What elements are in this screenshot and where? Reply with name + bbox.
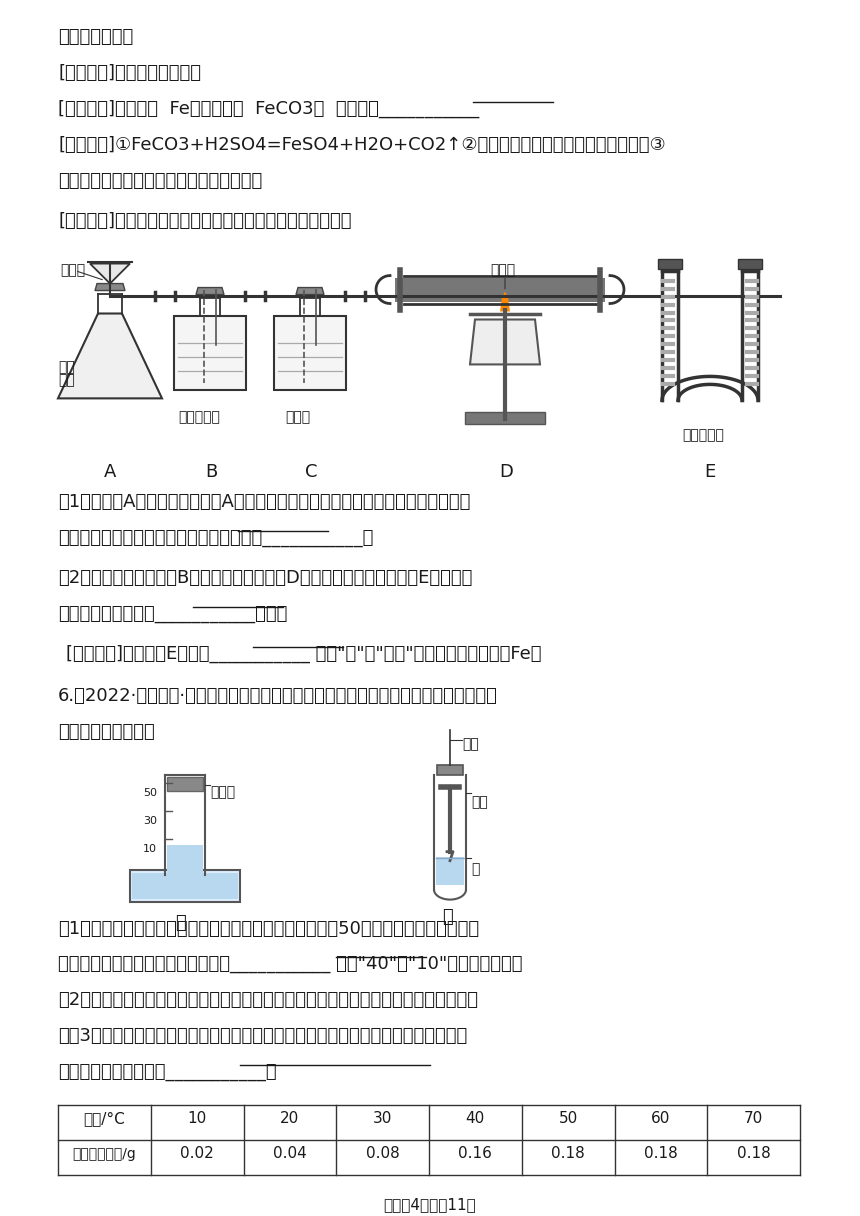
Text: 项目进行如下研究。: 项目进行如下研究。 xyxy=(58,722,155,741)
Bar xyxy=(395,277,605,302)
Text: 0.08: 0.08 xyxy=(366,1147,400,1161)
Text: 60: 60 xyxy=(651,1111,671,1126)
Text: 试卷第4页，共11页: 试卷第4页，共11页 xyxy=(384,1197,476,1212)
Text: 0.16: 0.16 xyxy=(458,1147,492,1161)
Bar xyxy=(738,259,762,269)
Text: B: B xyxy=(205,463,218,482)
Text: 30: 30 xyxy=(143,816,157,826)
Text: 干燥剂: 干燥剂 xyxy=(285,410,310,424)
Polygon shape xyxy=(274,315,346,390)
Text: （1）小余用图甲装置进行实验，起始时量筒内的水面处于50毫升刻度处，之后水面缓: （1）小余用图甲装置进行实验，起始时量筒内的水面处于50毫升刻度处，之后水面缓 xyxy=(58,919,479,938)
Text: 乙: 乙 xyxy=(442,907,452,925)
Text: E: E xyxy=(704,463,716,482)
Text: 0.18: 0.18 xyxy=(644,1147,678,1161)
Text: 铁丝绒: 铁丝绒 xyxy=(210,784,235,799)
Polygon shape xyxy=(470,320,540,365)
Text: A: A xyxy=(104,463,116,482)
Polygon shape xyxy=(296,287,324,294)
Text: 白色的无水硫酸铜固体遇到水蒸气变为蓝色: 白色的无水硫酸铜固体遇到水蒸气变为蓝色 xyxy=(58,171,262,190)
Text: 样品: 样品 xyxy=(58,373,75,388)
Text: 固体: 固体 xyxy=(58,360,75,375)
Text: [作出猜想]猜想一：  Fe；猜想二：  FeCO3；  猜想三：___________: [作出猜想]猜想一： Fe；猜想二： FeCO3； 猜想三：__________… xyxy=(58,100,479,118)
Bar xyxy=(437,765,463,775)
Text: 放置3天，再取出铁钉称量。改变条件重复上述实验，得到铁钉质量增加情况如下表：: 放置3天，再取出铁钉称量。改变条件重复上述实验，得到铁钉质量增加情况如下表： xyxy=(58,1028,467,1046)
Bar xyxy=(132,873,238,899)
Text: 蓝色，据此判定猜想___________正确。: 蓝色，据此判定猜想___________正确。 xyxy=(58,606,287,623)
Text: 慢上升，几天后，水面最终处于约上___________ （填"40"或"10"）毫升刻度处。: 慢上升，几天后，水面最终处于约上___________ （填"40"或"10"）… xyxy=(58,956,523,974)
Text: 细线: 细线 xyxy=(462,737,479,750)
Text: 70: 70 xyxy=(744,1111,764,1126)
Text: （1）向装置A中加入稀硫酸后，A中产生气泡且溶液变为浅绿色，小宁判断猜想一正: （1）向装置A中加入稀硫酸后，A中产生气泡且溶液变为浅绿色，小宁判断猜想一正 xyxy=(58,494,470,511)
Text: 稀硫酸: 稀硫酸 xyxy=(60,264,85,277)
Text: C: C xyxy=(305,463,317,482)
Text: D: D xyxy=(499,463,513,482)
Text: [提出问题]固体成分是什么？: [提出问题]固体成分是什么？ xyxy=(58,64,201,81)
Text: 10: 10 xyxy=(143,844,157,854)
Text: [反思交流]若将装置E去掉，___________ （填"能"或"不能"）验证剩余固体中含Fe。: [反思交流]若将装置E去掉，___________ （填"能"或"不能"）验证剩… xyxy=(66,644,542,663)
Polygon shape xyxy=(95,283,125,291)
Bar xyxy=(167,845,203,873)
Text: 铁钉质量增加/g: 铁钉质量增加/g xyxy=(72,1147,136,1161)
Text: 50: 50 xyxy=(143,788,157,798)
Text: 50: 50 xyxy=(558,1111,578,1126)
Polygon shape xyxy=(196,287,224,294)
Text: （2）小余同学还进行了如下实验：取铁钉用砂纸打磨，称其质量，按如图乙安装装置，: （2）小余同学还进行了如下实验：取铁钉用砂纸打磨，称其质量，按如图乙安装装置， xyxy=(58,991,478,1009)
Text: [实验探究]该学习小组利用如图装置，对固体成分进行探究。: [实验探究]该学习小组利用如图装置，对固体成分进行探究。 xyxy=(58,212,352,230)
Text: 成分进行探究。: 成分进行探究。 xyxy=(58,28,133,46)
Bar xyxy=(130,869,240,901)
Text: 10: 10 xyxy=(187,1111,206,1126)
Bar xyxy=(658,259,682,269)
Bar xyxy=(436,856,464,884)
Text: 温度/°C: 温度/°C xyxy=(83,1111,126,1126)
Text: 0.18: 0.18 xyxy=(551,1147,585,1161)
Bar xyxy=(167,777,203,790)
Text: 0.02: 0.02 xyxy=(181,1147,214,1161)
Polygon shape xyxy=(58,314,162,399)
Text: 0.04: 0.04 xyxy=(273,1147,307,1161)
Text: 0.18: 0.18 xyxy=(737,1147,771,1161)
Text: 40: 40 xyxy=(466,1111,485,1126)
Text: 澄清石灰水: 澄清石灰水 xyxy=(178,410,220,424)
Text: 30: 30 xyxy=(373,1111,392,1126)
Text: 无水硫酸铜: 无水硫酸铜 xyxy=(682,428,724,443)
Polygon shape xyxy=(90,264,130,283)
Text: 氧化铜: 氧化铜 xyxy=(490,264,515,277)
Text: 甲: 甲 xyxy=(175,913,186,931)
Text: [查阅资料]①FeCO3+H2SO4=FeSO4+H2O+CO2↑②氢气具有还原性，可以用来冶炼金属③: [查阅资料]①FeCO3+H2SO4=FeSO4+H2O+CO2↑②氢气具有还原… xyxy=(58,136,666,153)
Text: 6.（2022·浙江宁波·统考一模）金属防腐是科学研究中的重大课题，小余以铁的锈蚀为: 6.（2022·浙江宁波·统考一模）金属防腐是科学研究中的重大课题，小余以铁的锈… xyxy=(58,687,498,705)
Polygon shape xyxy=(500,292,510,311)
Text: 水: 水 xyxy=(471,862,479,877)
Text: 铁钉: 铁钉 xyxy=(471,795,488,809)
Bar xyxy=(465,412,545,424)
Text: 20: 20 xyxy=(280,1111,299,1126)
Text: 确。小科认为小宁的判断不合理，理由是：___________。: 确。小科认为小宁的判断不合理，理由是：___________。 xyxy=(58,529,373,547)
Text: （2）实验中观察到装置B中溶液变浑浊，装置D中固体由黑色变为红色，E中固体变: （2）实验中观察到装置B中溶液变浑浊，装置D中固体由黑色变为红色，E中固体变 xyxy=(58,569,472,587)
Text: 小余设计的实验是探究___________。: 小余设计的实验是探究___________。 xyxy=(58,1063,277,1081)
Polygon shape xyxy=(174,315,246,390)
